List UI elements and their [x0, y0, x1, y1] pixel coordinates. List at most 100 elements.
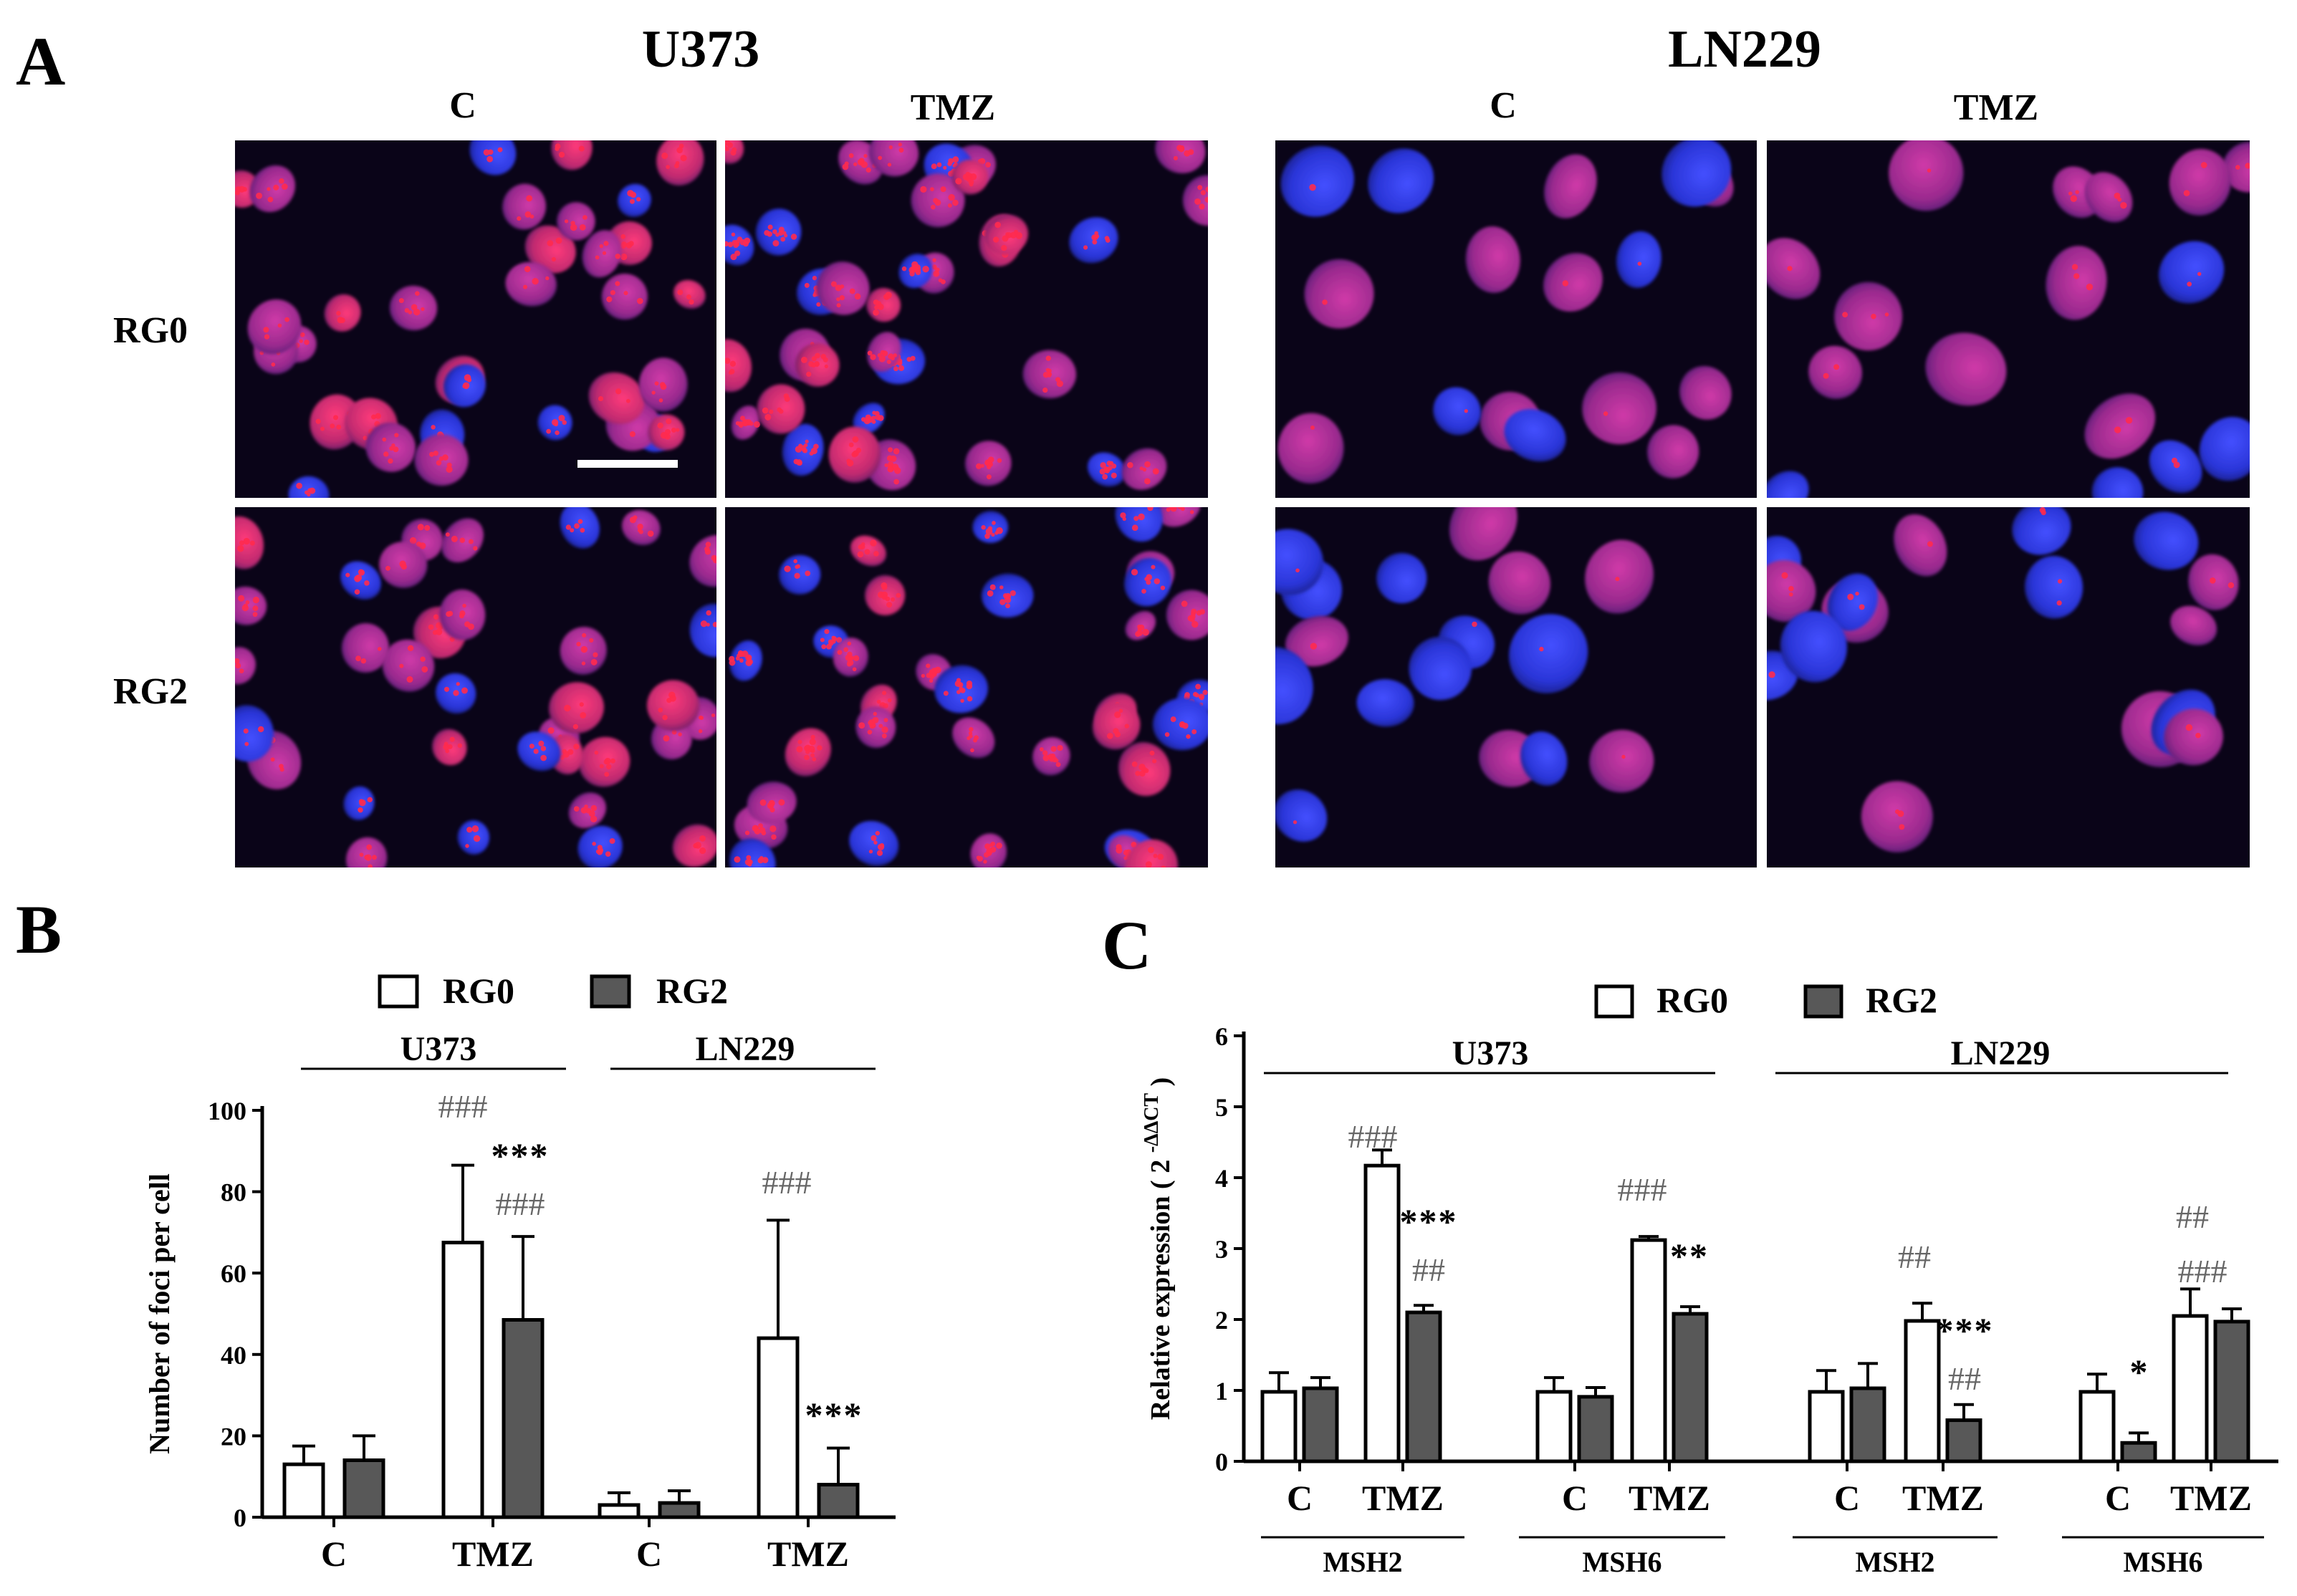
focus-dot [238, 186, 246, 193]
focus-dot [886, 602, 893, 608]
focus-dot [746, 855, 752, 860]
nucleus [2199, 417, 2250, 481]
focus-dot [367, 797, 373, 803]
focus-dot [887, 698, 892, 703]
focus-dot [965, 171, 971, 177]
focus-dot [239, 540, 245, 546]
focus-dot [987, 464, 992, 470]
focus-dot [893, 467, 901, 474]
significance-star-label: *** [1400, 1201, 1458, 1241]
focus-dot [1039, 747, 1044, 751]
focus-dot [812, 275, 817, 281]
focus-dot [398, 298, 404, 304]
bar-rg2-tmz [817, 1483, 860, 1519]
focus-dot [590, 658, 598, 665]
focus-dot [562, 420, 567, 426]
focus-dot [876, 850, 883, 856]
focus-dot [1143, 768, 1149, 774]
focus-dot [728, 370, 733, 375]
focus-dot [888, 145, 893, 150]
focus-dot [252, 596, 259, 604]
focus-dot [1147, 507, 1154, 511]
focus-dot [1057, 744, 1063, 751]
focus-dot [637, 524, 643, 530]
focus-dot [694, 842, 701, 849]
focus-dot [940, 186, 946, 193]
focus-dot [926, 673, 931, 678]
focus-dot [271, 362, 276, 367]
y-tick-label: 60 [221, 1259, 246, 1288]
focus-dot [449, 736, 455, 742]
nucleus [1894, 514, 1947, 577]
focus-dot [2185, 724, 2193, 731]
nucleus [1582, 372, 1656, 445]
focus-dot [1166, 507, 1171, 512]
focus-dot [415, 291, 420, 296]
focus-dot [1106, 461, 1112, 466]
focus-dot [337, 317, 344, 324]
focus-dot [699, 835, 706, 842]
legend-label-rg2: RG2 [1866, 980, 1937, 1020]
focus-dot [1001, 245, 1007, 251]
significance-hash-label: ## [1898, 1239, 1931, 1275]
focus-dot [1186, 734, 1191, 739]
focus-dot [734, 856, 741, 863]
focus-dot [417, 524, 424, 531]
nucleus [1585, 539, 1654, 614]
focus-dot [669, 695, 676, 702]
focus-dot [2183, 190, 2190, 196]
focus-dot [589, 638, 594, 643]
focus-dot [555, 143, 561, 150]
focus-dot [921, 673, 926, 678]
focus-dot [401, 564, 407, 570]
focus-dot [1139, 466, 1143, 471]
focus-dot [620, 253, 628, 261]
focus-dot [754, 827, 761, 835]
focus-dot [871, 419, 876, 424]
focus-dot [597, 849, 603, 855]
focus-dot [364, 580, 370, 586]
focus-dot [873, 711, 878, 716]
focus-dot [1104, 468, 1110, 473]
focus-dot [865, 414, 871, 420]
focus-dot [742, 650, 749, 658]
focus-dot [1003, 593, 1008, 599]
focus-dot [1173, 155, 1178, 160]
cell-line-title-u373: U373 [642, 20, 759, 79]
focus-dot [330, 423, 335, 429]
focus-dot [615, 281, 620, 287]
focus-dot [1823, 372, 1829, 379]
focus-dot [920, 186, 927, 193]
focus-dot [877, 843, 885, 851]
focus-dot [910, 355, 916, 361]
focus-dot [698, 715, 703, 720]
nucleus [2134, 511, 2199, 570]
focus-dot [747, 862, 752, 867]
y-tick-label: 5 [1215, 1093, 1228, 1122]
focus-dot [700, 620, 708, 628]
significance-star-label: *** [805, 1395, 863, 1435]
focus-dot [570, 528, 575, 533]
focus-dot [922, 265, 929, 273]
focus-dot [252, 612, 258, 617]
bar-rg0-c [1808, 1390, 1845, 1463]
focus-dot [1042, 754, 1050, 761]
focus-dot [915, 269, 921, 276]
nucleus [1889, 140, 1964, 211]
focus-dot [805, 570, 811, 577]
nucleus [247, 299, 302, 355]
gene-label: MSH6 [2123, 1546, 2202, 1578]
focus-dot [590, 815, 598, 823]
focus-dot [732, 147, 737, 153]
focus-dot [2195, 732, 2201, 739]
micrograph-rg0-ln229-tmz [1767, 140, 2250, 498]
focus-dot [666, 165, 671, 169]
focus-dot [446, 462, 452, 468]
focus-dot [555, 237, 562, 244]
focus-dot [558, 415, 565, 422]
significance-star-label: *** [1936, 1310, 1994, 1350]
focus-dot [445, 532, 450, 537]
focus-dot [952, 199, 959, 206]
focus-dot [592, 842, 596, 846]
focus-dot [793, 458, 800, 465]
